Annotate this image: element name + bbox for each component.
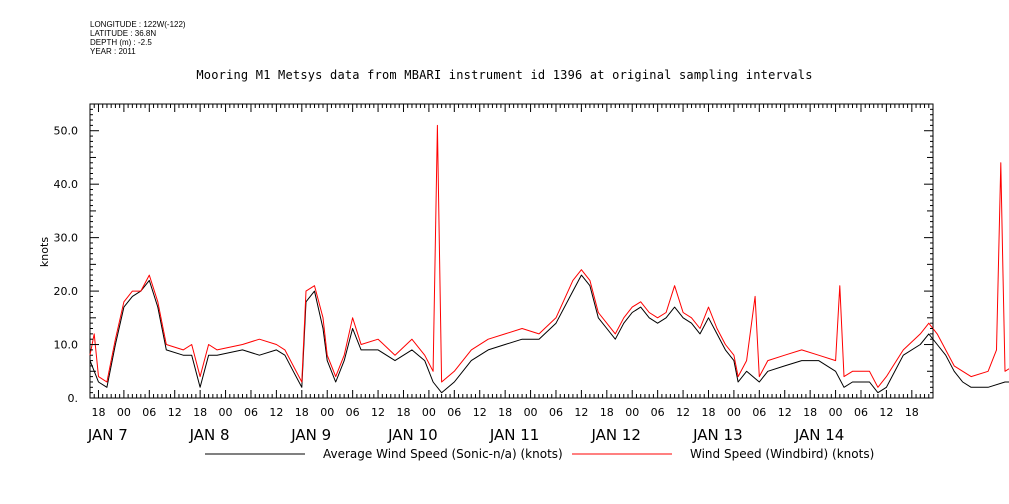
y-tick-label: 30.0 xyxy=(54,232,79,245)
x-day-label: JAN 10 xyxy=(387,426,438,444)
x-hour-label: 06 xyxy=(244,406,258,419)
x-hour-label: 12 xyxy=(371,406,385,419)
x-hour-label: 18 xyxy=(396,406,410,419)
x-hour-label: 18 xyxy=(600,406,614,419)
y-axis-label: knots xyxy=(38,237,51,267)
x-hour-label: 00 xyxy=(524,406,538,419)
series-line-sonic-average xyxy=(89,274,1009,394)
y-tick-label: 20.0 xyxy=(54,285,79,298)
x-hour-label: 12 xyxy=(168,406,182,419)
x-hour-label: 00 xyxy=(727,406,741,419)
x-hour-label: 18 xyxy=(803,406,817,419)
x-day-label: JAN 8 xyxy=(189,426,230,444)
x-hour-label: 12 xyxy=(676,406,690,419)
x-hour-label: 12 xyxy=(879,406,893,419)
legend-label-windbird: Wind Speed (Windbird) (knots) xyxy=(690,447,874,461)
legend-label-sonic: Average Wind Speed (Sonic-n/a) (knots) xyxy=(323,447,563,461)
x-hour-label: 00 xyxy=(829,406,843,419)
x-hour-label: 12 xyxy=(574,406,588,419)
x-hour-label: 12 xyxy=(778,406,792,419)
y-tick-label: 0. xyxy=(68,392,79,405)
x-hour-label: 18 xyxy=(701,406,715,419)
meta-depth: DEPTH (m) : -2.5 xyxy=(90,38,152,47)
x-hour-label: 00 xyxy=(625,406,639,419)
x-hour-label: 00 xyxy=(219,406,233,419)
x-day-label: JAN 9 xyxy=(290,426,331,444)
x-day-label: JAN 14 xyxy=(794,426,845,444)
x-hour-label: 18 xyxy=(91,406,105,419)
series-line-windbird xyxy=(89,124,1009,388)
x-hour-label: 18 xyxy=(295,406,309,419)
metadata-block: LONGITUDE : 122W(-122) LATITUDE : 36.8N … xyxy=(90,20,186,56)
chart-title: Mooring M1 Metsys data from MBARI instru… xyxy=(196,68,813,82)
x-day-label: JAN 7 xyxy=(87,426,128,444)
x-day-label: JAN 11 xyxy=(489,426,540,444)
x-hour-label: 12 xyxy=(473,406,487,419)
x-hour-label: 06 xyxy=(447,406,461,419)
y-tick-label: 40.0 xyxy=(54,178,79,191)
x-hour-label: 06 xyxy=(752,406,766,419)
x-hour-label: 00 xyxy=(117,406,131,419)
x-hour-label: 18 xyxy=(193,406,207,419)
meta-latitude: LATITUDE : 36.8N xyxy=(90,29,157,38)
x-hour-label: 00 xyxy=(422,406,436,419)
plot-frame xyxy=(89,103,934,399)
x-hour-label: 18 xyxy=(905,406,919,419)
meta-longitude: LONGITUDE : 122W(-122) xyxy=(90,20,186,29)
x-day-label: JAN 13 xyxy=(692,426,743,444)
x-hour-label: 06 xyxy=(549,406,563,419)
x-hour-label: 06 xyxy=(854,406,868,419)
x-hour-label: 12 xyxy=(269,406,283,419)
x-hour-label: 06 xyxy=(142,406,156,419)
x-hour-label: 06 xyxy=(346,406,360,419)
meta-year: YEAR : 2011 xyxy=(90,47,136,56)
x-hour-label: 00 xyxy=(320,406,334,419)
x-day-label: JAN 12 xyxy=(590,426,641,444)
x-hour-label: 18 xyxy=(498,406,512,419)
x-hour-label: 06 xyxy=(651,406,665,419)
y-tick-label: 10.0 xyxy=(54,339,79,352)
y-tick-label: 50.0 xyxy=(54,125,79,138)
